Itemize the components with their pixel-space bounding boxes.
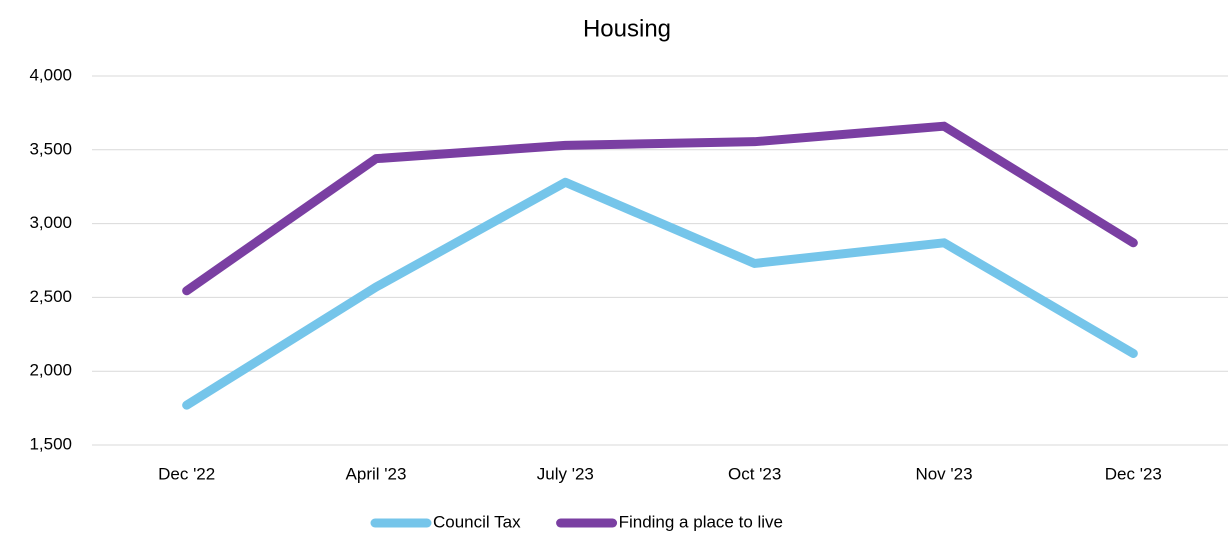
series-line xyxy=(182,121,1138,296)
x-tick-label: Oct '23 xyxy=(728,464,781,483)
x-tick-label: Dec '22 xyxy=(158,464,215,483)
chart-title: Housing xyxy=(583,15,671,42)
y-tick-label: 3,500 xyxy=(29,139,72,158)
y-tick-label: 2,500 xyxy=(29,287,72,306)
legend-label: Finding a place to live xyxy=(619,512,783,531)
x-tick-label: July '23 xyxy=(537,464,594,483)
legend-label: Council Tax xyxy=(433,512,521,531)
y-tick-label: 1,500 xyxy=(29,434,72,453)
y-tick-label: 4,000 xyxy=(29,65,72,84)
y-tick-label: 3,000 xyxy=(29,213,72,232)
x-tick-label: April '23 xyxy=(346,464,407,483)
y-tick-label: 2,000 xyxy=(29,361,72,380)
x-tick-label: Dec '23 xyxy=(1105,464,1162,483)
x-tick-label: Nov '23 xyxy=(915,464,972,483)
series-line xyxy=(182,177,1138,410)
